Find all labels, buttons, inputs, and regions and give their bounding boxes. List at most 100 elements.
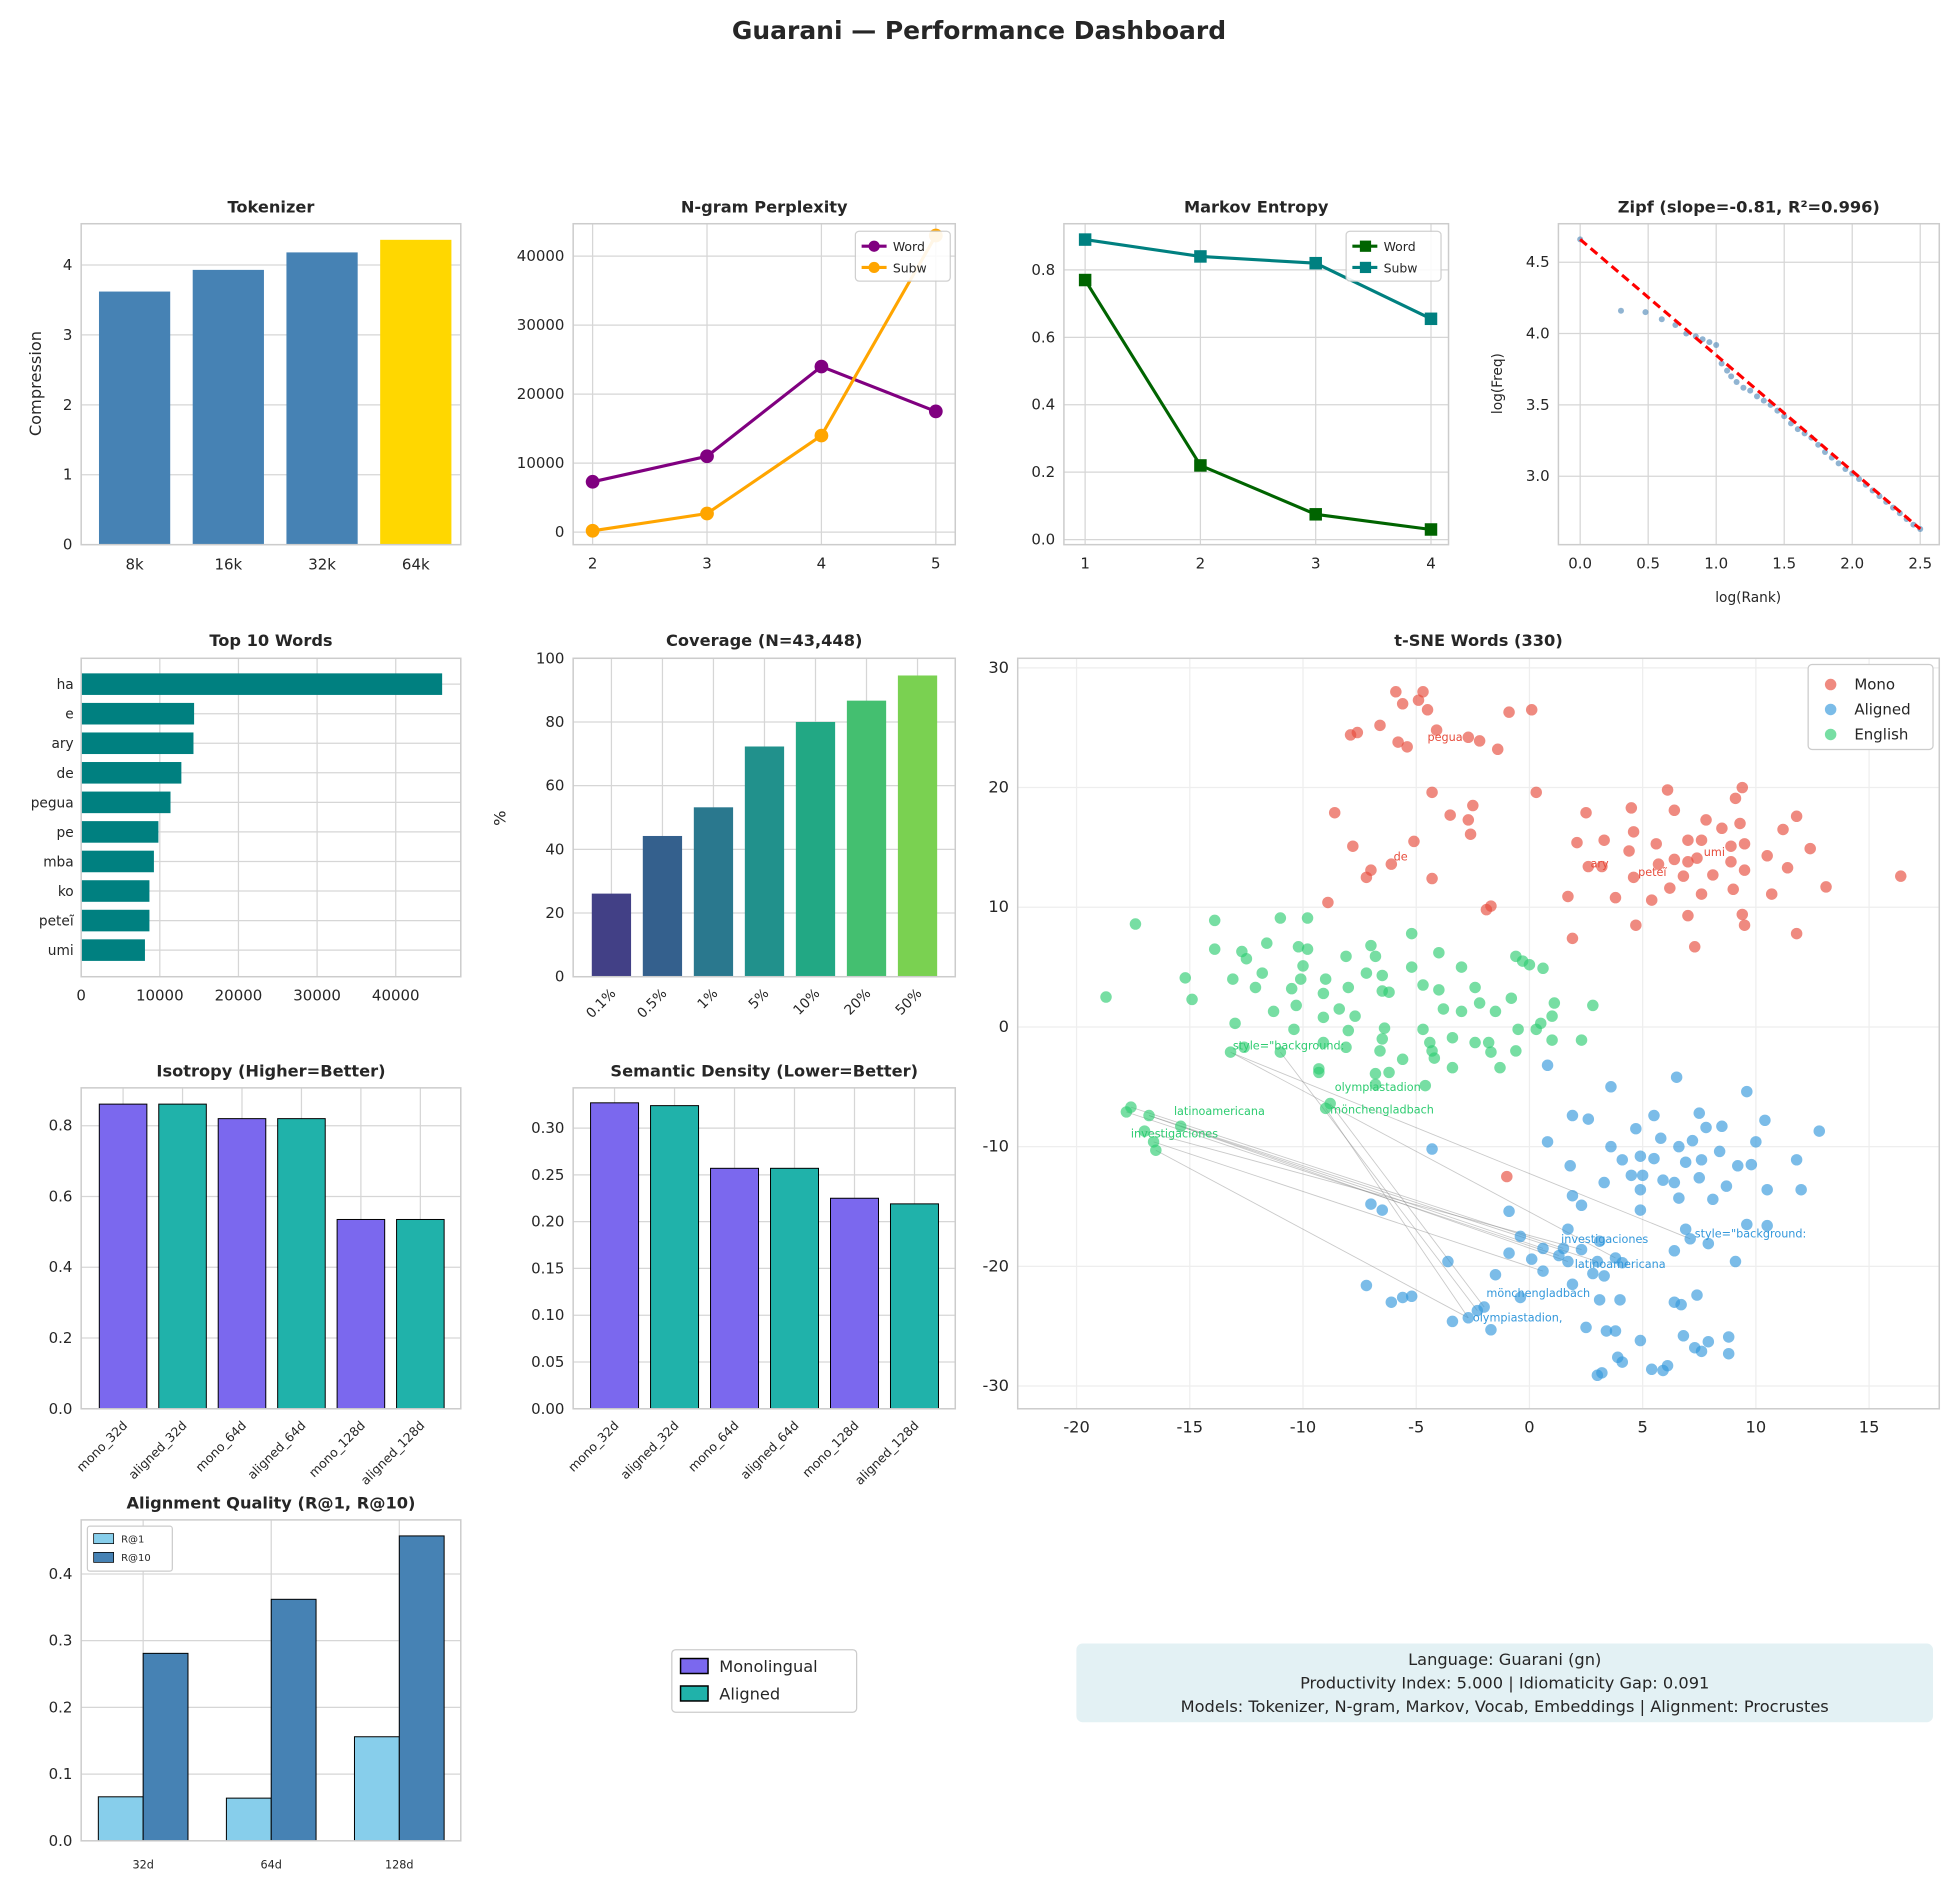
axes-frame bbox=[1016, 657, 1941, 1410]
legend-marker bbox=[1359, 240, 1372, 252]
mono-point bbox=[1491, 743, 1504, 756]
english-point bbox=[1285, 982, 1298, 995]
zipf-point bbox=[1718, 360, 1725, 367]
axes-frame bbox=[80, 1087, 462, 1410]
aligned-point bbox=[1600, 1325, 1613, 1337]
bar bbox=[336, 1218, 386, 1410]
aligned-point bbox=[1700, 1121, 1712, 1134]
mono-point bbox=[1695, 834, 1708, 846]
mono-point bbox=[1707, 869, 1719, 881]
mono-point bbox=[1426, 872, 1438, 885]
legend-label: Aligned bbox=[1854, 700, 1910, 718]
mono-point bbox=[1430, 724, 1443, 736]
y-tick-label: 3.0 bbox=[1526, 467, 1550, 485]
mono-point bbox=[1462, 814, 1475, 826]
aligned-point bbox=[1675, 1298, 1687, 1311]
x-tick-label: aligned_32d bbox=[125, 1418, 189, 1482]
aligned-point bbox=[1795, 1183, 1807, 1196]
english-point bbox=[1317, 1036, 1330, 1049]
english-point bbox=[1575, 1034, 1588, 1046]
y-tick-label: 0.6 bbox=[49, 1187, 73, 1205]
aligned-point bbox=[1582, 1113, 1595, 1125]
mono-point bbox=[1412, 694, 1425, 706]
data-point bbox=[700, 449, 714, 464]
english-point bbox=[1446, 1031, 1459, 1044]
mono-point bbox=[1725, 840, 1737, 852]
aligned-point bbox=[1634, 1334, 1647, 1347]
y-tick-label: 0.0 bbox=[49, 1832, 73, 1850]
aligned-point bbox=[1679, 1156, 1692, 1168]
legend-frame bbox=[671, 1649, 858, 1713]
english-point bbox=[1482, 1036, 1495, 1049]
mono-point bbox=[1392, 736, 1404, 748]
aligned-point bbox=[1385, 1296, 1398, 1308]
english-point bbox=[1537, 962, 1549, 975]
bar bbox=[81, 850, 154, 873]
zipf-point bbox=[1754, 393, 1760, 400]
info-box-background bbox=[1076, 1643, 1934, 1723]
y-tick-label: 0.2 bbox=[49, 1329, 73, 1347]
x-tick-label: 5% bbox=[746, 986, 773, 1013]
english-point bbox=[1274, 1046, 1287, 1058]
mono-point bbox=[1582, 860, 1595, 873]
aligned-point bbox=[1553, 1249, 1565, 1262]
aligned-point bbox=[1648, 1109, 1660, 1122]
data-point bbox=[1309, 508, 1322, 521]
tsne-chart: pegua de ary peteĩ umi style="background: inve… bbox=[982, 631, 1941, 1437]
y-tick-label: umi bbox=[48, 943, 74, 959]
aligned-point bbox=[1702, 1336, 1715, 1348]
bar bbox=[81, 821, 159, 843]
aligned-point bbox=[1616, 1154, 1629, 1166]
aligned-point bbox=[1693, 1172, 1706, 1184]
english-point bbox=[1349, 1010, 1361, 1022]
mono-point bbox=[1668, 804, 1681, 817]
chart-title: Zipf (slope=-0.81, R²=0.996) bbox=[1618, 197, 1880, 216]
point-label: umi bbox=[1704, 846, 1725, 859]
y-tick-label: -20 bbox=[982, 1256, 1009, 1275]
x-tick-label: 0 bbox=[1524, 1418, 1534, 1437]
mono-point bbox=[1627, 826, 1640, 838]
zipf-chart: 3.0 3.5 4.0 4.5 0.0 0.5 1.0 1.5 2.0 2.5 log(Rank) l… bbox=[1490, 197, 1941, 606]
english-point bbox=[1376, 969, 1389, 982]
aligned-point bbox=[1716, 1120, 1728, 1133]
english-point bbox=[1342, 1024, 1355, 1037]
aligned-point bbox=[1541, 1059, 1554, 1071]
mono-point bbox=[1790, 927, 1803, 940]
alignment-link bbox=[1180, 1125, 1544, 1249]
x-tick-label: 10000 bbox=[136, 986, 184, 1004]
y-tick-label: 1 bbox=[63, 466, 73, 484]
y-tick-label: 0.2 bbox=[49, 1698, 73, 1716]
aligned-point bbox=[1514, 1291, 1527, 1304]
aligned-point bbox=[1575, 1243, 1588, 1256]
data-point bbox=[1078, 273, 1092, 287]
aligned-point bbox=[1668, 1245, 1681, 1257]
alignment-link bbox=[1130, 1106, 1564, 1249]
fit-line bbox=[1579, 238, 1922, 531]
info-text: Language: Guarani (gn) bbox=[1408, 1650, 1601, 1669]
legend-label: Mono bbox=[1854, 676, 1895, 694]
english-point bbox=[1512, 1023, 1524, 1036]
english-point bbox=[1342, 981, 1355, 994]
x-tick-label: mono_128d bbox=[306, 1418, 368, 1480]
x-tick-label: -5 bbox=[1408, 1418, 1424, 1437]
legend-label: R@10 bbox=[121, 1553, 151, 1564]
mono-point bbox=[1408, 835, 1420, 848]
aligned-point bbox=[1575, 1199, 1588, 1212]
bar bbox=[98, 291, 171, 545]
bar bbox=[642, 835, 683, 977]
english-point bbox=[1297, 960, 1309, 972]
shared-legend: Monolingual Aligned bbox=[671, 1649, 858, 1713]
chart-title: Isotropy (Higher=Better) bbox=[156, 1062, 385, 1081]
aligned-point bbox=[1360, 1279, 1373, 1292]
aligned-point bbox=[1485, 1324, 1497, 1336]
y-tick-label: 0.15 bbox=[531, 1259, 564, 1277]
axes-frame bbox=[80, 222, 462, 546]
x-tick-label: 2 bbox=[588, 554, 598, 572]
x-tick-label: -15 bbox=[1177, 1418, 1204, 1437]
x-tick-label: 0.5 bbox=[1636, 554, 1660, 572]
zipf-point bbox=[1740, 384, 1747, 391]
bar bbox=[270, 1598, 317, 1842]
english-point bbox=[1396, 1053, 1409, 1066]
aligned-point bbox=[1616, 1356, 1629, 1368]
mono-point bbox=[1734, 817, 1746, 830]
